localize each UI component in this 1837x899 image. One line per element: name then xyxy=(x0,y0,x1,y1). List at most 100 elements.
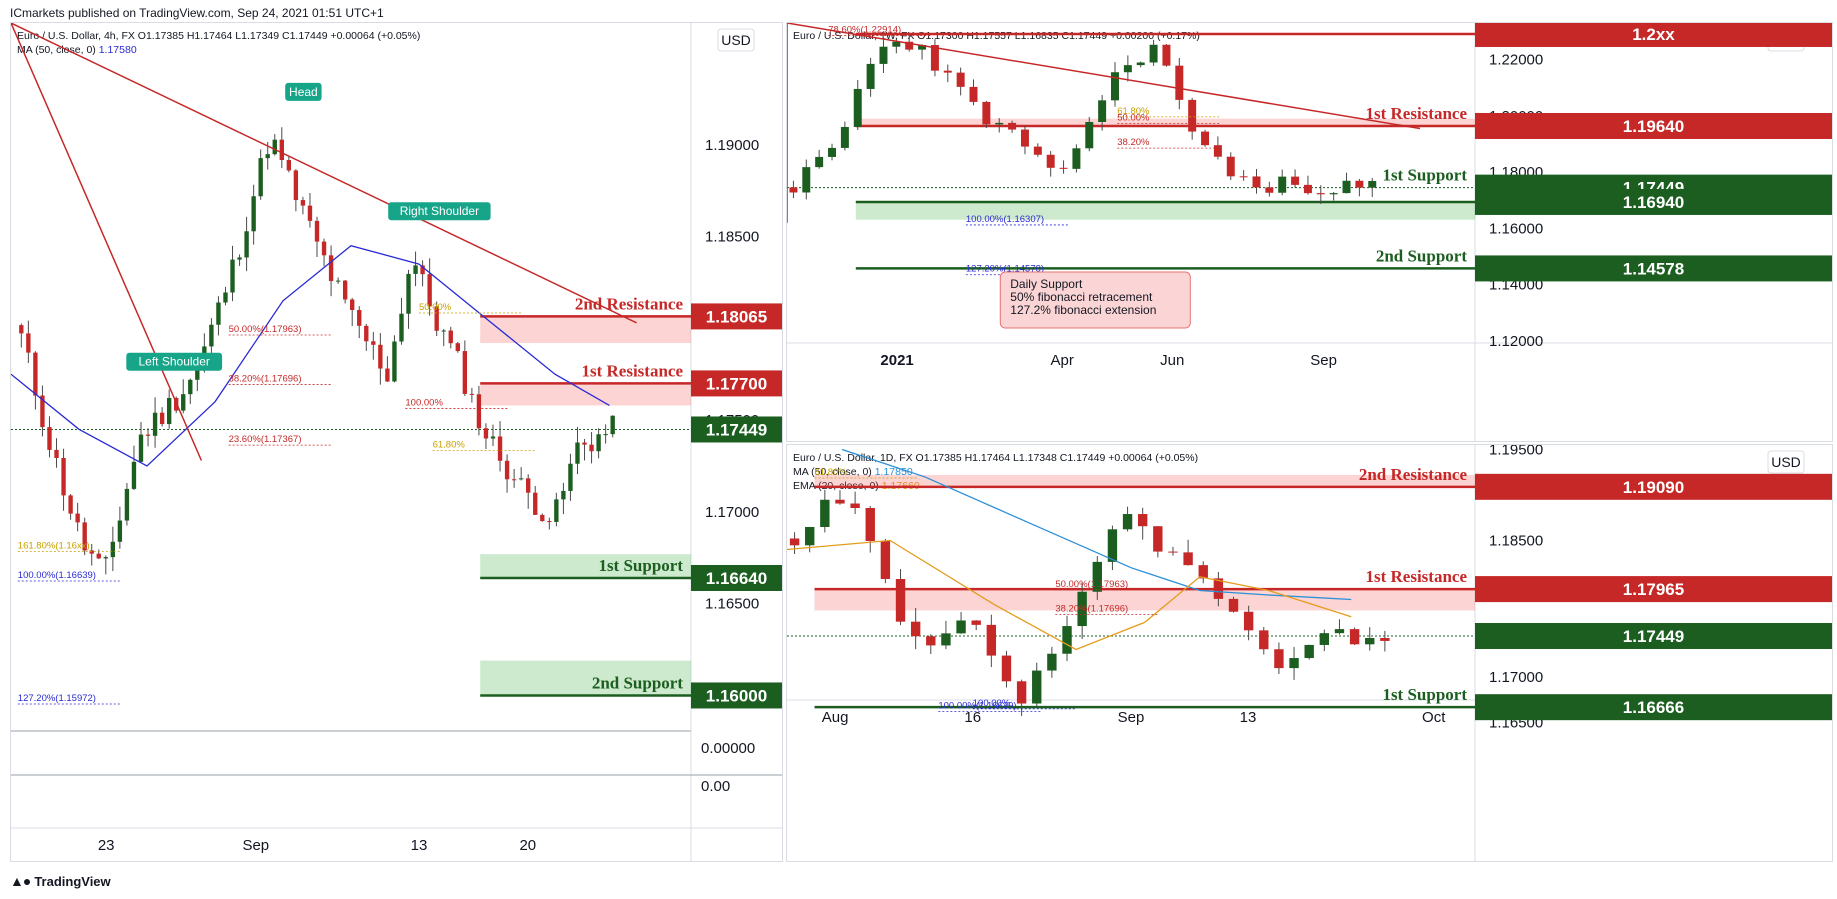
candle-body xyxy=(138,434,144,462)
candle-body xyxy=(244,231,249,258)
candle-body xyxy=(504,460,510,480)
candle-body xyxy=(1304,644,1314,659)
candle-body xyxy=(1365,637,1375,645)
candle-body xyxy=(1111,72,1119,101)
candle-body xyxy=(1092,561,1102,592)
candle-body xyxy=(251,196,256,232)
level-zone xyxy=(855,118,1475,126)
candle-body xyxy=(103,557,108,559)
candle-body xyxy=(33,352,38,396)
chart-daily-svg[interactable]: Euro / U.S. Dollar, 1D, FX O1.17385 H1.1… xyxy=(787,445,1832,861)
candle-body xyxy=(61,457,66,496)
level-label: 1st Resistance xyxy=(1365,567,1467,586)
pattern-label: Left Shoulder xyxy=(139,355,210,369)
x-tick-label: 16 xyxy=(964,709,981,726)
candle-body xyxy=(427,274,432,307)
candle-body xyxy=(300,200,306,206)
price-tag xyxy=(691,564,782,591)
chart-4h-svg[interactable]: Euro / U.S. Dollar, 4h, FX O1.17385 H1.1… xyxy=(11,23,782,861)
candle-body xyxy=(19,325,24,334)
candle-body xyxy=(1289,658,1299,669)
candle-body xyxy=(1008,122,1017,130)
candle-body xyxy=(1085,121,1094,149)
x-tick-label: 13 xyxy=(1240,709,1257,726)
price-tag-label: 1.17965 xyxy=(1623,580,1684,599)
candle-body xyxy=(1252,176,1261,188)
candle-body xyxy=(420,265,425,275)
fib-label: 100.00% xyxy=(405,397,443,408)
level-zone xyxy=(814,589,1475,611)
candle-body xyxy=(152,412,158,436)
price-tag-label: 1.17449 xyxy=(706,420,767,439)
candle-body xyxy=(1319,633,1330,645)
candle-body xyxy=(469,393,475,395)
candle-body xyxy=(188,379,193,395)
x-tick-label: Sep xyxy=(1118,709,1145,726)
price-tag xyxy=(1475,623,1832,649)
candle-body xyxy=(124,488,130,521)
candle-body xyxy=(1291,176,1300,185)
pattern-label: Right Shoulder xyxy=(400,204,479,218)
candle-body xyxy=(1278,176,1287,193)
candle-body xyxy=(1334,629,1345,634)
candle-body xyxy=(918,45,927,50)
y-tick-label: 1.18500 xyxy=(1489,532,1543,549)
candle-body xyxy=(1072,148,1081,169)
chart-panel-daily[interactable]: Euro / U.S. Dollar, 1D, FX O1.17385 H1.1… xyxy=(786,444,1833,862)
candle-body xyxy=(547,521,552,523)
candle-body xyxy=(82,522,87,551)
y-tick-label: 1.18500 xyxy=(705,229,759,246)
note-line: 127.2% fibonacci extension xyxy=(1010,303,1156,317)
y-tick-label: 1.19000 xyxy=(705,137,759,154)
candle-body xyxy=(1329,193,1338,195)
x-tick-label: 23 xyxy=(98,837,115,854)
price-tag xyxy=(1475,694,1832,721)
candle-body xyxy=(1213,145,1222,157)
candle-body xyxy=(350,299,355,311)
note-box xyxy=(999,271,1191,329)
candle-body xyxy=(392,341,397,382)
candle-body xyxy=(371,341,376,345)
candle-body xyxy=(483,428,489,439)
pattern-label-box xyxy=(388,202,491,221)
pattern-label: Head xyxy=(289,85,318,99)
moving-average-line xyxy=(841,448,1352,601)
pattern-label-box xyxy=(126,352,223,371)
candle-body xyxy=(307,205,313,221)
candle-body xyxy=(926,636,936,646)
x-tick-label: Oct xyxy=(1422,709,1446,726)
candle-body xyxy=(1046,154,1055,168)
candle-body xyxy=(1059,167,1068,169)
candle-body xyxy=(610,415,615,435)
price-tag-label: 1.16666 xyxy=(1623,698,1684,717)
chart-weekly-svg[interactable]: Euro / U.S. Dollar, 1W, FX O1.17300 H1.1… xyxy=(787,23,1832,441)
y-tick-label: 1.12000 xyxy=(1489,333,1543,350)
fib-label: 38.20%(1.17696) xyxy=(229,374,302,385)
candle-body xyxy=(413,265,418,274)
fib-label: 50.00% xyxy=(419,302,452,313)
candle-body xyxy=(434,306,439,331)
candle-body xyxy=(1349,629,1360,645)
price-tag xyxy=(1475,23,1832,47)
level-label: 2nd Support xyxy=(1376,246,1468,265)
candle-body xyxy=(364,325,369,342)
candle-body xyxy=(1162,44,1171,66)
candle-body xyxy=(1228,598,1239,612)
candle-body xyxy=(40,395,45,428)
footer: ▲● TradingView xyxy=(10,873,111,889)
candle-body xyxy=(476,394,482,429)
candle-body xyxy=(448,330,453,344)
candle-body xyxy=(89,550,94,554)
candle-body xyxy=(820,499,830,527)
sub-pane-value: 0.00 xyxy=(701,778,730,795)
price-tag xyxy=(1475,188,1832,215)
trend-line xyxy=(787,23,1421,130)
candle-body xyxy=(357,310,362,326)
moving-average-line xyxy=(11,244,610,467)
candle-body xyxy=(1122,514,1133,530)
price-tag-label: 1.17449 xyxy=(1623,627,1684,646)
candle-body xyxy=(905,41,914,50)
fib-label: 161.80%(1.16xx) xyxy=(18,541,90,552)
chart-panel-weekly[interactable]: Euro / U.S. Dollar, 1W, FX O1.17300 H1.1… xyxy=(786,22,1833,442)
chart-panel-4h[interactable]: Euro / U.S. Dollar, 4h, FX O1.17385 H1.1… xyxy=(10,22,783,862)
